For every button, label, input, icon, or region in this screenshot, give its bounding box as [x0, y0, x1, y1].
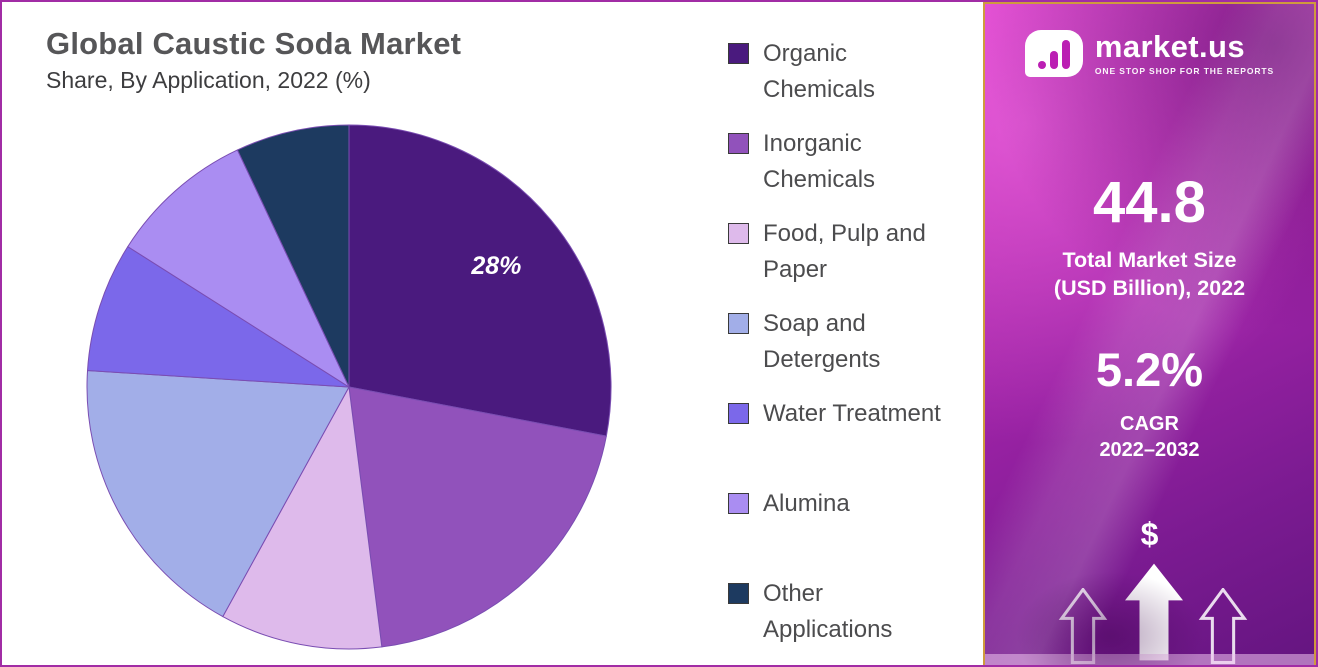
- legend-label: Organic Chemicals: [763, 40, 876, 103]
- legend-swatch-icon: [728, 493, 749, 514]
- legend-label: Other Applications: [763, 580, 893, 643]
- legend-item: Alumina: [728, 486, 978, 576]
- brand-text: market.us ONE STOP SHOP FOR THE REPORTS: [1095, 31, 1274, 76]
- legend-item: Other Applications: [728, 576, 978, 665]
- panel-bottom-band: [985, 654, 1314, 665]
- legend-label: Soap and Detergents: [763, 310, 881, 373]
- market-size-label: Total Market Size (USD Billion), 2022: [1053, 248, 1246, 301]
- legend-swatch-icon: [728, 133, 749, 154]
- pie-slice-organic-chemicals: [348, 124, 612, 437]
- market-us-logo-icon: [1024, 30, 1083, 77]
- brand-name: market.us: [1094, 29, 1245, 64]
- cagr-value: 5.2%: [1095, 343, 1204, 396]
- legend-label: Water Treatment: [763, 400, 941, 427]
- pie-slice-soap-and-detergents: [86, 370, 350, 618]
- cagr-stat: 5.2% CAGR 2022–2032: [985, 346, 1314, 464]
- page-subtitle: Share, By Application, 2022 (%): [46, 67, 371, 93]
- pie-slice-other-applications: [236, 124, 350, 388]
- page-title: Global Caustic Soda Market: [46, 26, 462, 61]
- legend-item: Inorganic Chemicals: [728, 126, 978, 216]
- brand-panel: market.us ONE STOP SHOP FOR THE REPORTS …: [983, 2, 1316, 665]
- logo-bar-mid: [1049, 51, 1058, 69]
- brand-tagline: ONE STOP SHOP FOR THE REPORTS: [1094, 66, 1275, 76]
- legend-item: Organic Chemicals: [728, 36, 978, 126]
- market-size-value: 44.8: [1093, 170, 1206, 235]
- logo-bar-dot: [1037, 61, 1046, 69]
- up-arrow-icon: [1058, 588, 1108, 664]
- legend-swatch-icon: [728, 403, 749, 424]
- legend-label: Alumina: [763, 490, 850, 517]
- pie-slice-food-pulp-and-paper: [222, 385, 383, 650]
- legend-label: Food, Pulp and Paper: [763, 220, 926, 283]
- dollar-icon: $: [1140, 516, 1159, 552]
- chart-header: Global Caustic Soda Market Share, By App…: [46, 26, 461, 94]
- legend-item: Food, Pulp and Paper: [728, 216, 978, 306]
- legend-swatch-icon: [728, 313, 749, 334]
- legend-item: Soap and Detergents: [728, 306, 978, 396]
- pie-slice-water-treatment: [86, 245, 350, 388]
- pie-chart: 28%: [83, 121, 615, 653]
- legend-swatch-icon: [728, 583, 749, 604]
- pie-data-label: 28%: [470, 252, 521, 280]
- logo-bar-tall: [1061, 40, 1070, 69]
- cagr-label: CAGR 2022–2032: [1099, 413, 1200, 462]
- legend-swatch-icon: [728, 43, 749, 64]
- pie-slice-inorganic-chemicals: [348, 386, 607, 648]
- legend-swatch-icon: [728, 223, 749, 244]
- legend-item: Water Treatment: [728, 396, 978, 486]
- market-size-stat: 44.8 Total Market Size (USD Billion), 20…: [985, 174, 1314, 303]
- up-arrow-icon: [1125, 563, 1183, 661]
- chart-legend: Organic Chemicals Inorganic Chemicals Food…: [728, 36, 978, 665]
- pie-chart-svg: 28%: [86, 124, 612, 650]
- up-arrow-icon: [1198, 588, 1248, 664]
- brand-lockup: market.us ONE STOP SHOP FOR THE REPORTS: [985, 30, 1314, 77]
- legend-label: Inorganic Chemicals: [763, 130, 876, 193]
- pie-slice-alumina: [127, 149, 351, 389]
